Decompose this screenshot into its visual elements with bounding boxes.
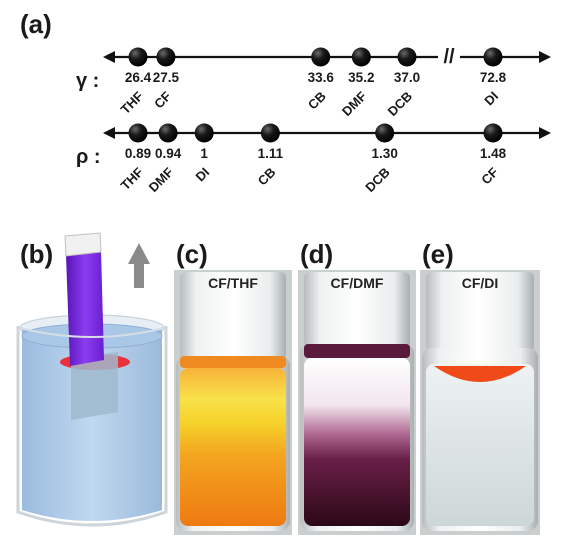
rho-marker xyxy=(261,124,280,143)
gamma-solvent-label: CB xyxy=(305,89,329,113)
gamma-marker xyxy=(484,48,503,67)
panel-b-label: (b) xyxy=(20,239,53,269)
transfer-schematic xyxy=(18,233,166,525)
vial-c-top-layer xyxy=(180,356,286,368)
vial-e-title: CF/DI xyxy=(462,275,499,291)
rho-right-arrowhead xyxy=(539,127,551,139)
rho-value-label: 0.94 xyxy=(155,146,182,161)
vial-c-liquid xyxy=(180,368,286,526)
rho-value-label: 0.89 xyxy=(125,146,151,161)
rho-value-label: 1.11 xyxy=(258,146,284,161)
gamma-solvent-label: DCB xyxy=(385,89,416,120)
gamma-marker xyxy=(156,48,175,67)
vial-cf-di: CF/DI xyxy=(420,270,540,535)
gamma-value-label: 37.0 xyxy=(394,70,420,85)
rho-marker xyxy=(129,124,148,143)
panel-a-label: (a) xyxy=(20,9,52,39)
vial-d-liquid xyxy=(304,358,410,526)
vial-d-title: CF/DMF xyxy=(331,275,384,291)
gamma-value-label: 27.5 xyxy=(153,70,180,85)
vial-e-liquid xyxy=(426,364,534,526)
gamma-marker xyxy=(311,48,330,67)
rho-marker xyxy=(195,124,214,143)
rho-solvent-label: DCB xyxy=(362,165,393,196)
panel-c-label: (c) xyxy=(176,239,208,269)
rho-value-label: 1.30 xyxy=(372,146,398,161)
gamma-solvent-label: CF xyxy=(151,88,174,111)
stamp-holder xyxy=(65,233,101,256)
gamma-solvent-label: THF xyxy=(118,88,147,117)
gamma-marker xyxy=(398,48,417,67)
gamma-marker xyxy=(129,48,148,67)
gamma-value-label: 72.8 xyxy=(480,70,507,85)
vial-c-title: CF/THF xyxy=(208,275,258,291)
rho-solvent-label: CB xyxy=(255,165,279,189)
pdms-stamp xyxy=(66,250,104,366)
vial-cf-dmf: CF/DMF xyxy=(298,270,416,535)
gamma-axis-break: // xyxy=(443,46,455,68)
rho-solvent-label: DI xyxy=(193,165,213,185)
gamma-solvent-label: DI xyxy=(481,89,501,109)
gamma-solvent-label: DMF xyxy=(339,88,370,119)
rho-symbol: ρ : xyxy=(76,146,101,168)
rho-marks: 0.89 THF 0.94 DMF 1 DI 1.11 CB 1.30 DCB 1.48 CF xyxy=(118,124,507,196)
gamma-left-arrowhead xyxy=(103,51,115,63)
rho-solvent-label: DMF xyxy=(146,164,177,195)
gamma-value-label: 26.4 xyxy=(125,70,152,85)
rho-marker xyxy=(375,124,394,143)
rho-marker xyxy=(159,124,178,143)
gamma-marker xyxy=(352,48,371,67)
rho-value-label: 1 xyxy=(200,146,208,161)
gamma-value-label: 35.2 xyxy=(348,70,374,85)
panel-e-label: (e) xyxy=(422,239,454,269)
rho-left-arrowhead xyxy=(103,127,115,139)
vial-cf-thf: CF/THF xyxy=(174,270,292,535)
rho-solvent-label: CF xyxy=(478,164,501,187)
vial-d-top-layer xyxy=(304,344,410,358)
rho-marker xyxy=(484,124,503,143)
gamma-value-label: 33.6 xyxy=(308,70,335,85)
gamma-symbol: γ : xyxy=(76,70,99,92)
lift-arrow-icon xyxy=(128,243,150,288)
rho-value-label: 1.48 xyxy=(480,146,507,161)
gamma-right-arrowhead xyxy=(539,51,551,63)
rho-solvent-label: THF xyxy=(118,164,147,193)
panel-d-label: (d) xyxy=(300,239,333,269)
